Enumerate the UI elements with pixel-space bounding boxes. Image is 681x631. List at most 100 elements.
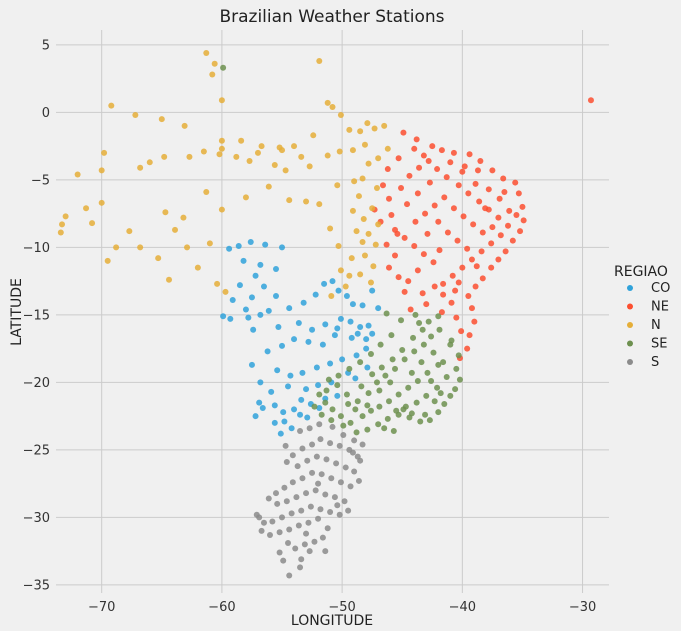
data-point xyxy=(429,143,436,150)
data-point xyxy=(272,292,279,299)
data-point xyxy=(268,388,275,395)
data-point xyxy=(286,526,293,533)
data-point xyxy=(359,302,366,309)
y-tick-label: −10 xyxy=(23,241,50,256)
data-point xyxy=(349,207,356,214)
data-point xyxy=(472,283,479,290)
data-point xyxy=(400,406,407,413)
data-point xyxy=(334,325,341,332)
data-point xyxy=(464,245,471,252)
legend: REGIAO CO NE N SE S xyxy=(614,264,670,370)
data-point xyxy=(464,345,471,352)
data-point xyxy=(482,205,489,212)
data-point xyxy=(306,548,313,555)
data-point xyxy=(337,479,344,486)
data-point xyxy=(291,406,298,413)
data-point xyxy=(108,102,115,109)
data-point xyxy=(452,386,459,393)
data-point xyxy=(257,379,264,386)
data-point xyxy=(311,538,318,545)
data-point xyxy=(377,341,384,348)
y-tick-label: 5 xyxy=(42,38,50,53)
data-point xyxy=(351,468,358,475)
data-point xyxy=(57,229,64,236)
data-point xyxy=(342,283,349,290)
data-point xyxy=(323,387,330,394)
data-point xyxy=(309,469,316,476)
data-point xyxy=(447,159,454,166)
data-point xyxy=(272,265,279,272)
legend-marker xyxy=(627,322,633,328)
data-point xyxy=(327,225,334,232)
data-point xyxy=(324,99,331,106)
data-point xyxy=(447,392,454,399)
data-point xyxy=(477,157,484,164)
y-axis-label: LATITUDE xyxy=(9,278,25,346)
data-point xyxy=(351,178,358,185)
data-point xyxy=(83,205,90,212)
data-point xyxy=(236,282,243,289)
data-point xyxy=(240,257,247,264)
data-point xyxy=(353,228,360,235)
data-point xyxy=(388,211,395,218)
data-point xyxy=(329,423,336,430)
data-point xyxy=(266,531,273,538)
data-point xyxy=(316,405,323,412)
data-point xyxy=(390,427,397,434)
data-point xyxy=(357,128,364,135)
data-point xyxy=(335,372,342,379)
data-point xyxy=(325,376,332,383)
data-point xyxy=(383,241,390,248)
data-point xyxy=(431,283,438,290)
data-point xyxy=(435,361,442,368)
data-point xyxy=(392,226,399,233)
data-point xyxy=(218,145,225,152)
data-point xyxy=(166,276,173,283)
data-point xyxy=(299,475,306,482)
data-point xyxy=(414,190,421,197)
data-point xyxy=(279,342,286,349)
data-point xyxy=(218,137,225,144)
data-point xyxy=(277,430,284,437)
data-point xyxy=(424,230,431,237)
legend-label: N xyxy=(651,318,661,333)
data-point xyxy=(367,351,374,358)
data-point xyxy=(304,457,311,464)
data-point xyxy=(297,427,304,434)
x-tick-label: −60 xyxy=(208,600,235,615)
y-tick-label: −20 xyxy=(23,376,50,391)
grid xyxy=(56,30,609,593)
data-points xyxy=(57,49,594,579)
data-point xyxy=(466,151,473,158)
data-point xyxy=(389,356,396,363)
data-point xyxy=(238,137,245,144)
data-point xyxy=(398,317,405,324)
data-point xyxy=(323,456,330,463)
data-point xyxy=(280,557,287,564)
data-point xyxy=(271,162,278,169)
data-point xyxy=(431,202,438,209)
data-point xyxy=(329,103,336,110)
data-point xyxy=(353,352,360,359)
data-point xyxy=(422,210,429,217)
data-point xyxy=(327,508,334,515)
data-point xyxy=(411,145,418,152)
data-point xyxy=(298,396,305,403)
data-point xyxy=(348,334,355,341)
data-point xyxy=(455,182,462,189)
legend-title: REGIAO xyxy=(614,264,668,280)
data-point xyxy=(455,352,462,359)
data-point xyxy=(369,371,376,378)
data-point xyxy=(303,530,310,537)
data-point xyxy=(235,243,242,250)
data-point xyxy=(479,275,486,282)
data-point xyxy=(512,179,519,186)
data-point xyxy=(358,383,365,390)
data-point xyxy=(322,399,329,406)
data-point xyxy=(248,361,255,368)
data-point xyxy=(316,391,323,398)
data-point xyxy=(401,356,408,363)
data-point xyxy=(365,322,372,329)
data-point xyxy=(245,314,252,321)
data-point xyxy=(331,494,338,501)
